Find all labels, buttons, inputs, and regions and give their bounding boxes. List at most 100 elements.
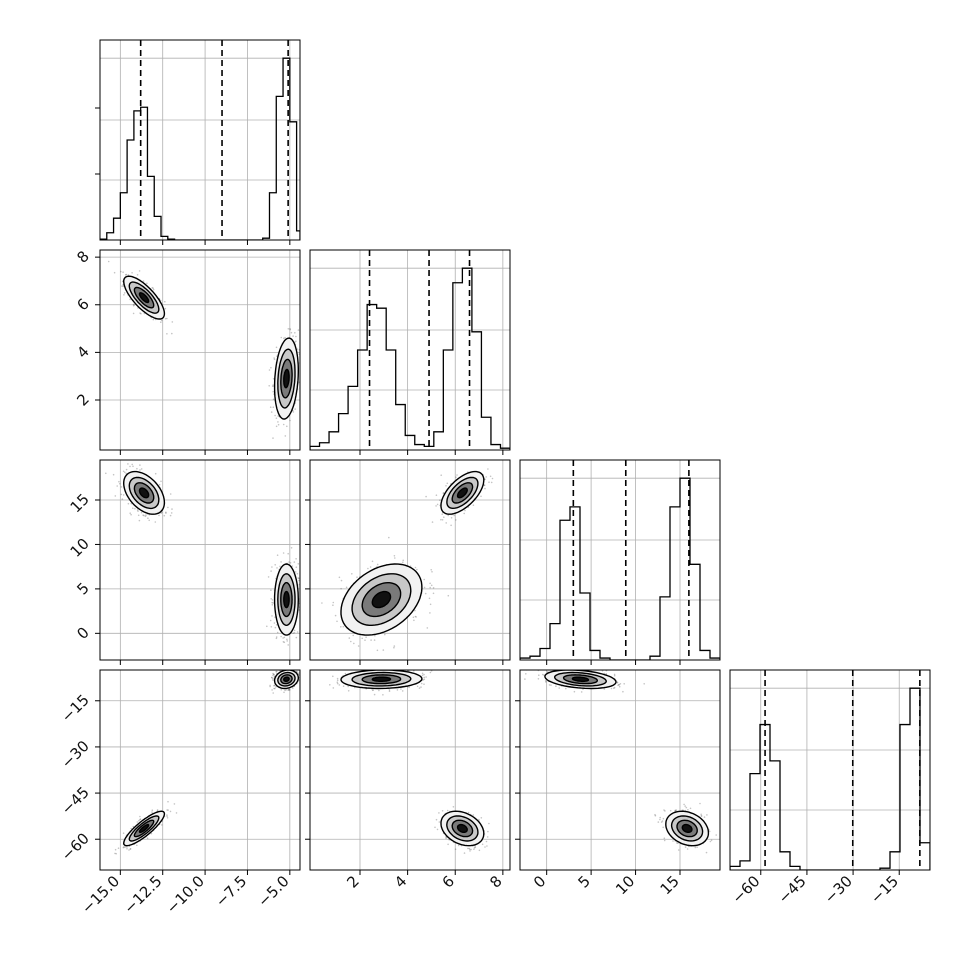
sample-point [662, 826, 664, 829]
sample-point [431, 521, 434, 523]
sample-point [423, 678, 426, 681]
sample-point [138, 519, 141, 522]
sample-point [393, 645, 396, 647]
sample-point [469, 848, 471, 851]
sample-point [277, 423, 280, 426]
x-tick-label: −5.0 [254, 872, 292, 910]
sample-point [382, 649, 385, 651]
y-tick-label: 8 [73, 247, 92, 266]
sample-point [154, 472, 157, 475]
sample-point [332, 601, 335, 604]
sample-point [129, 848, 132, 850]
sample-point [275, 425, 278, 428]
sample-point [429, 586, 432, 589]
sample-point [271, 599, 274, 601]
x-tick-label: −7.5 [212, 872, 250, 910]
sample-point [293, 561, 296, 563]
sample-point [171, 321, 174, 323]
sample-point [408, 686, 410, 689]
sample-point [481, 843, 484, 846]
sample-point [669, 809, 672, 812]
sample-point [295, 566, 298, 568]
sample-point [296, 572, 299, 575]
sample-point [664, 810, 666, 812]
sample-point [144, 515, 147, 518]
sample-point [441, 513, 444, 515]
sample-point [132, 465, 134, 468]
sample-point [269, 685, 271, 688]
sample-point [291, 665, 293, 667]
sample-point [694, 846, 697, 849]
sample-point [432, 587, 435, 589]
panel-frame [99, 459, 301, 661]
sample-point [117, 847, 120, 849]
sample-point [292, 632, 295, 634]
sample-point [156, 809, 159, 811]
sample-point [275, 346, 278, 349]
sample-point [120, 486, 123, 488]
sample-point [121, 498, 124, 500]
sample-point [126, 848, 128, 850]
sample-point [420, 682, 423, 685]
sample-point [126, 846, 128, 848]
sample-point [138, 819, 140, 822]
sample-point [686, 848, 689, 850]
sample-point [139, 469, 141, 471]
sample-point [277, 415, 279, 417]
sample-point [438, 812, 440, 814]
sample-point [272, 692, 275, 694]
sample-point [388, 689, 391, 691]
sample-point [134, 507, 136, 510]
sample-point [431, 571, 433, 573]
hist-panel-2 [519, 459, 721, 665]
sample-point [350, 640, 352, 643]
sample-point [167, 506, 169, 509]
sample-point [402, 559, 405, 562]
sample-point [269, 619, 272, 622]
sample-point [286, 667, 288, 669]
sample-point [158, 483, 161, 486]
sample-point [287, 644, 290, 646]
sample-point [136, 821, 139, 823]
sample-point [132, 825, 134, 828]
sample-point [115, 852, 117, 855]
sample-point [436, 828, 439, 831]
sample-point [152, 287, 154, 290]
sample-point [166, 817, 169, 819]
sample-point [434, 826, 436, 829]
sample-point [415, 616, 417, 618]
sample-point [421, 674, 424, 677]
sample-point [301, 691, 303, 693]
sample-point [272, 406, 275, 409]
sample-point [369, 566, 372, 568]
sample-point [298, 577, 300, 580]
sample-point [676, 842, 678, 844]
sample-point [145, 514, 147, 516]
sample-point [321, 602, 323, 604]
sample-point [435, 818, 438, 821]
y-tick-label: 0 [73, 623, 92, 642]
panel-frame [99, 39, 301, 241]
y-tick-label: 6 [73, 295, 92, 314]
sample-point [416, 685, 419, 688]
sample-point [165, 512, 167, 514]
sample-point [114, 848, 117, 851]
sample-point [388, 690, 391, 692]
sample-point [130, 502, 133, 505]
sample-point [356, 576, 358, 578]
sample-point [351, 666, 353, 668]
sample-point [485, 476, 488, 478]
sample-point [361, 637, 364, 640]
sample-point [173, 803, 176, 805]
sample-point [376, 649, 379, 652]
sample-point [394, 557, 396, 559]
sample-point [292, 667, 294, 669]
panel-frame [309, 249, 511, 451]
sample-point [282, 637, 284, 639]
sample-point [657, 821, 660, 823]
sample-point [296, 631, 299, 633]
sample-point [457, 844, 460, 847]
scatter-panel-3-0: −15.0−12.5−10.0 −7.5 −5.0−60−45−30−15 [58, 665, 303, 917]
sample-point [429, 582, 431, 585]
sample-point [344, 672, 347, 675]
